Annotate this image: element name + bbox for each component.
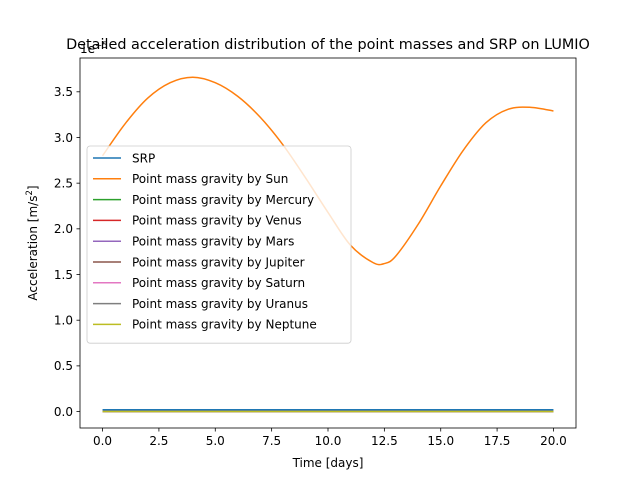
x-tick-label: 0.0 xyxy=(93,434,112,448)
legend-label: Point mass gravity by Mars xyxy=(132,235,294,249)
y-axis-label: Acceleration [m/s2] xyxy=(25,185,40,300)
x-tick-label: 2.5 xyxy=(149,434,168,448)
y-tick-label: 1.5 xyxy=(54,268,73,282)
x-tick-label: 7.5 xyxy=(262,434,281,448)
y-axis-offset-base: 1e xyxy=(80,42,95,56)
y-tick-label: 0.0 xyxy=(54,405,73,419)
legend-label: Point mass gravity by Uranus xyxy=(132,297,308,311)
legend-label: Point mass gravity by Saturn xyxy=(132,276,305,290)
y-axis-offset: 1e−5 xyxy=(80,41,108,56)
x-tick-label: 12.5 xyxy=(371,434,398,448)
y-axis-label-exponent: 2 xyxy=(25,190,35,195)
chart-title: Detailed acceleration distribution of th… xyxy=(66,37,590,53)
x-tick-label: 17.5 xyxy=(484,434,511,448)
y-tick-label: 2.5 xyxy=(54,176,73,190)
y-tick-label: 1.0 xyxy=(54,313,73,327)
legend-label: SRP xyxy=(132,151,155,165)
x-tick-label: 15.0 xyxy=(427,434,454,448)
legend: SRP Point mass gravity by Sun Point mass g… xyxy=(86,145,352,344)
y-tick-label: 3.0 xyxy=(54,131,73,145)
x-tick-label: 5.0 xyxy=(206,434,225,448)
x-tick-label: 20.0 xyxy=(540,434,567,448)
x-tick-label: 10.0 xyxy=(315,434,342,448)
legend-label: Point mass gravity by Sun xyxy=(132,172,288,186)
y-tick-label: 2.0 xyxy=(54,222,73,236)
x-axis-label: Time [days] xyxy=(292,456,364,470)
legend-label: Point mass gravity by Neptune xyxy=(132,318,317,332)
legend-label: Point mass gravity by Jupiter xyxy=(132,255,305,269)
y-axis-ticks: 0.0 0.5 1.0 1.5 2.0 2.5 3.0 3.5 xyxy=(54,85,80,419)
y-tick-label: 3.5 xyxy=(54,85,73,99)
y-axis-label-text: Acceleration [m/s xyxy=(26,196,40,301)
y-tick-label: 0.5 xyxy=(54,359,73,373)
x-axis-ticks: 0.0 2.5 5.0 7.5 10.0 12.5 15.0 17.5 20.0 xyxy=(93,428,567,448)
y-axis-offset-exponent: −5 xyxy=(95,41,108,51)
y-axis-label-close: ] xyxy=(26,185,40,190)
legend-label: Point mass gravity by Venus xyxy=(132,214,302,228)
legend-label: Point mass gravity by Mercury xyxy=(132,193,314,207)
legend-frame xyxy=(86,145,352,344)
